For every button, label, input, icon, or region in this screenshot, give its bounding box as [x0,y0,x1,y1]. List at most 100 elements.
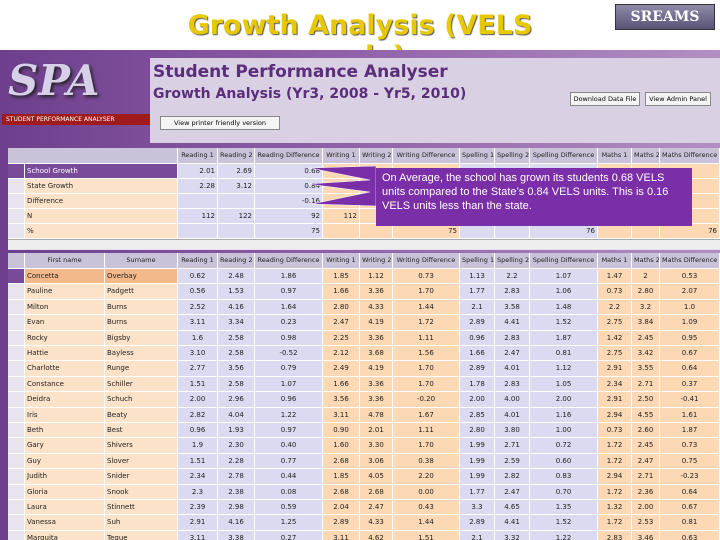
table-cell [178,194,218,209]
table-cell: Burns [105,315,178,331]
table-cell: 1.72 [598,484,632,500]
table-cell: 0.60 [530,453,598,470]
callout: On Average, the school has grown its stu… [376,168,692,226]
row-marker [8,284,25,300]
row-label: % [25,224,178,239]
column-header: Writing Difference [393,148,460,164]
table-cell: 2.01 [360,423,393,439]
row-label: School Growth [25,164,178,179]
table-cell: 2.3 [178,484,218,500]
app-title: Student Performance Analyser [153,62,448,82]
table-cell: 2.12 [323,346,360,362]
table-cell: -0.52 [255,346,323,362]
row-marker [8,515,25,531]
table-cell: 0.43 [393,500,460,516]
table-cell: Concetta [25,269,105,285]
table-cell: 2.91 [178,515,218,531]
table-cell: 2.69 [218,164,255,179]
table-cell: 0.40 [255,438,323,454]
table-cell: 1.66 [323,376,360,393]
table-cell: 2.45 [632,438,660,454]
table-cell: 2.25 [323,330,360,346]
table-cell [218,194,255,209]
table-cell: Bigsby [105,330,178,346]
column-header: Spelling 2 [495,148,530,164]
table-cell: Schuch [105,392,178,408]
column-header: Writing 1 [323,148,360,164]
table-cell: 0.73 [660,438,720,454]
table-cell: 3.30 [360,438,393,454]
table-cell: 1.09 [660,315,720,331]
column-header: Writing Difference [393,253,460,269]
table-cell: 2.68 [360,484,393,500]
row-marker [8,361,25,377]
table-cell: 2.39 [178,500,218,516]
table-cell: 2.91 [598,361,632,377]
table-cell: 2.83 [495,376,530,393]
table-cell: 3.56 [323,392,360,408]
table-cell: 2.94 [598,469,632,485]
table-cell: Suh [105,515,178,531]
admin-button[interactable]: View Admin Panel [645,92,711,106]
table-cell: Evan [25,315,105,331]
table-cell: 2.75 [598,315,632,331]
table-cell: 0.64 [660,484,720,500]
table-cell: 2.1 [460,530,495,540]
table-cell: 2.50 [632,392,660,408]
spa-caption: STUDENT PERFORMANCE ANALYSER [2,114,150,125]
table-cell: 2.83 [495,284,530,300]
table-cell: 2.28 [178,179,218,194]
table-cell: Shivers [105,438,178,454]
table-cell: 3.36 [360,284,393,300]
table-cell: 2.58 [218,376,255,393]
table-cell: 3.55 [632,361,660,377]
row-marker [8,484,25,500]
table-cell: Pauline [25,284,105,300]
table-cell: 3.36 [360,330,393,346]
table-cell: 0.81 [530,346,598,362]
table-cell: 0.67 [660,500,720,516]
table-cell: 1.16 [530,407,598,423]
table-cell: 0.38 [393,453,460,470]
table-cell: 0.62 [178,269,218,285]
table-cell: 0.64 [660,361,720,377]
table-cell: 2.58 [218,330,255,346]
table-cell: 3.46 [632,530,660,540]
table-cell: 3.11 [323,530,360,540]
table-cell [495,224,530,239]
table-cell: 2.2 [495,269,530,285]
table-cell: 1.12 [360,269,393,285]
column-header: Maths 2 [632,253,660,269]
table-cell: Charlotte [25,361,105,377]
table-cell: 4.33 [360,299,393,316]
column-header: First name [25,253,105,269]
table-cell: 1.48 [530,299,598,316]
table-cell: 1.72 [393,315,460,331]
table-cell: 2.80 [323,299,360,316]
table-cell: 2.52 [178,299,218,316]
table-cell: 0.59 [255,500,323,516]
table-cell: 1.44 [393,515,460,531]
row-marker [8,407,25,423]
table-cell: 0.53 [660,269,720,285]
table-cell: Beaty [105,407,178,423]
row-label: N [25,209,178,224]
table-cell: 2.60 [632,423,660,439]
row-marker [8,330,25,346]
download-button[interactable]: Download Data File [570,92,640,106]
table-cell: 2.2 [598,299,632,316]
row-marker [8,438,25,454]
table-cell: 1.66 [460,346,495,362]
table-cell: Snider [105,469,178,485]
table-cell: 4.41 [495,315,530,331]
table-cell: 2.45 [632,330,660,346]
table-cell: 112 [323,209,360,224]
table-cell: 4.16 [218,515,255,531]
table-cell: 2.47 [323,315,360,331]
table-cell: 1.85 [323,469,360,485]
table-cell: 4.16 [218,299,255,316]
print-button[interactable]: View printer friendly version [160,116,280,130]
column-header: Maths 1 [598,148,632,164]
table-cell: 1.11 [393,330,460,346]
table-cell: 2.47 [632,453,660,470]
